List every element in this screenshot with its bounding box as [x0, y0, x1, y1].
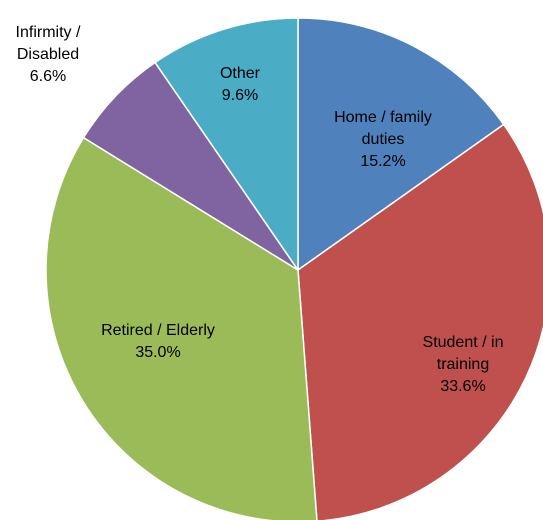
slice-label: Retired / Elderly 35.0% — [58, 320, 258, 364]
category-label: Retired / Elderly — [101, 322, 215, 339]
category-label: Home / family duties — [334, 109, 432, 148]
category-label: Other — [219, 65, 260, 82]
pie-slice — [297, 17, 505, 272]
value-label: 6.6% — [29, 68, 67, 85]
category-label: Student / in training — [422, 334, 504, 373]
pie-slice — [45, 136, 318, 520]
slice-label: Student / in training 33.6% — [408, 332, 518, 398]
value-label: 35.0% — [135, 344, 181, 361]
slice-label: Home / family duties 15.2% — [313, 107, 453, 173]
value-label: 9.6% — [221, 87, 259, 104]
slice-label: Other 9.6% — [205, 63, 275, 107]
pie-slice — [297, 123, 543, 520]
category-label: Infirmity / Disabled — [15, 24, 81, 63]
value-label: 33.6% — [440, 378, 486, 395]
slice-label: Infirmity / Disabled 6.6% — [0, 22, 98, 88]
value-label: 15.2% — [360, 153, 406, 170]
pie-slice — [154, 17, 299, 273]
